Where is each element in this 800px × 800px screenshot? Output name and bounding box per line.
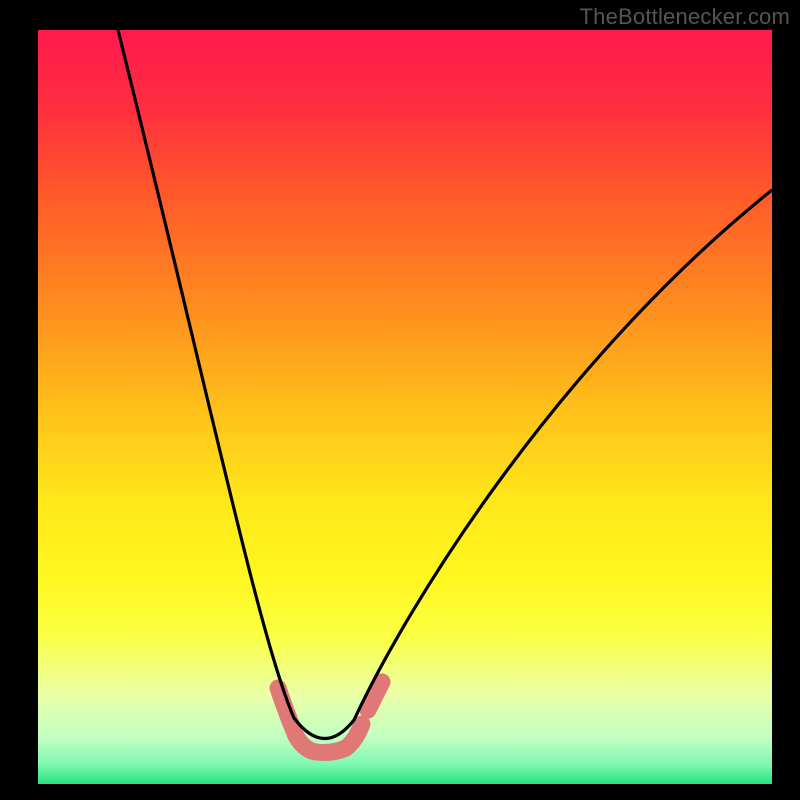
plot-background [38,30,772,784]
chart-stage: TheBottlenecker.com [0,0,800,800]
watermark-text: TheBottlenecker.com [580,4,790,30]
bottleneck-curve-chart [0,0,800,800]
